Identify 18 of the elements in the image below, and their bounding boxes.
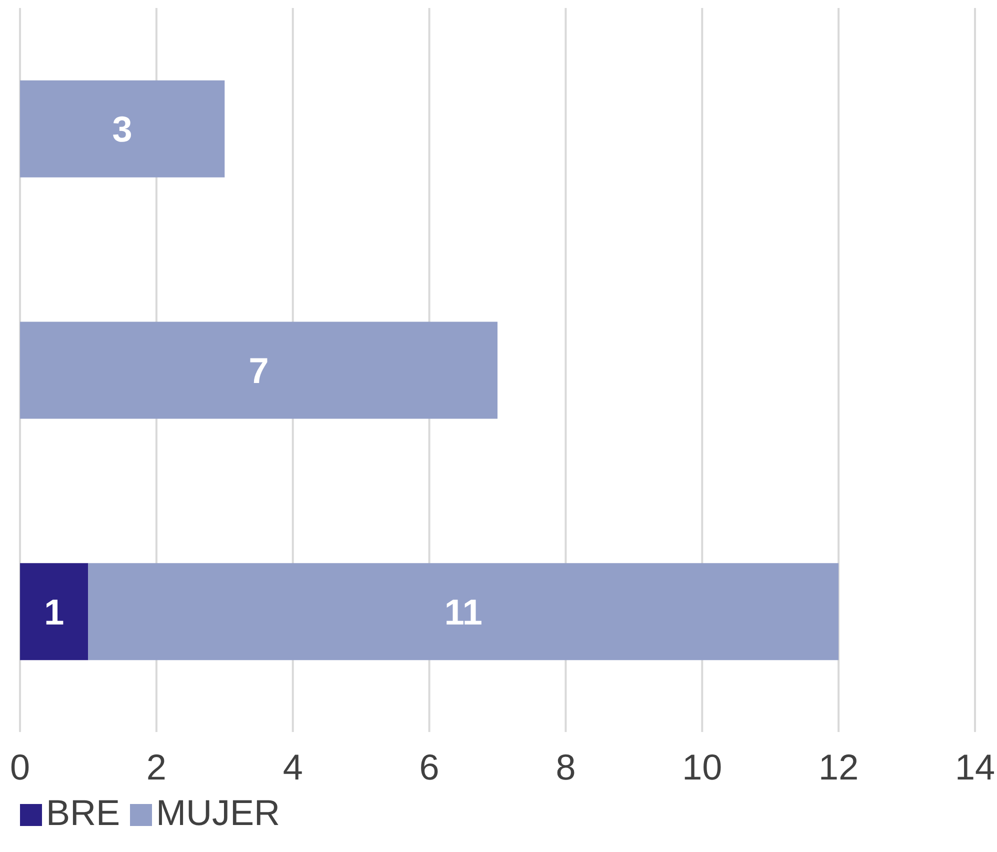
bar — [20, 80, 225, 178]
x-tick-label: 4 — [282, 746, 303, 788]
data-label: 1 — [44, 591, 64, 632]
x-tick-label: 14 — [954, 746, 996, 788]
x-tick-label: 12 — [818, 746, 859, 788]
data-label: 11 — [444, 591, 482, 632]
legend-label: BRE — [46, 792, 120, 833]
bar — [20, 563, 88, 660]
data-label: 7 — [248, 350, 269, 392]
x-tick-label: 2 — [146, 746, 166, 788]
bar — [20, 322, 498, 419]
x-tick-label: 6 — [419, 746, 440, 788]
legend-label: MUJER — [156, 792, 280, 833]
x-tick-label: 8 — [556, 746, 576, 788]
data-label: 3 — [112, 108, 132, 150]
x-tick-label: 10 — [682, 746, 722, 788]
bar — [88, 563, 839, 660]
x-tick-label: 0 — [10, 746, 30, 788]
